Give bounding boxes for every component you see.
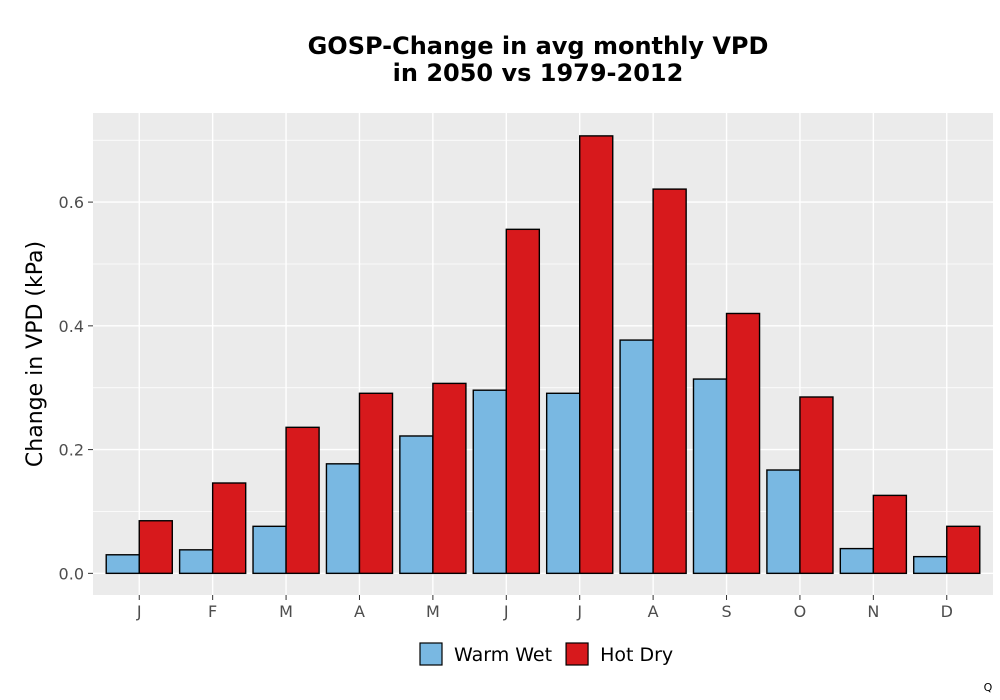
y-tick-label: 0.2 [59, 441, 84, 460]
bar-warm-wet [619, 339, 654, 575]
legend: Warm Wet Hot Dry [419, 642, 673, 666]
x-tick-label: M [426, 602, 440, 621]
corner-mark: Q [984, 681, 993, 694]
x-tick-label: N [867, 602, 879, 621]
bar-warm-wet [472, 389, 507, 575]
y-tick-label: 0.6 [59, 193, 84, 212]
y-tick-label: 0.0 [59, 564, 84, 583]
bar-hot-dry [872, 494, 908, 575]
bar-hot-dry [799, 396, 834, 575]
bar-hot-dry [432, 382, 467, 575]
x-tick-label: J [136, 602, 142, 621]
legend-swatch [419, 642, 443, 666]
x-tick-label: O [794, 602, 807, 621]
bar-warm-wet [913, 555, 948, 575]
legend-label: Hot Dry [600, 644, 673, 666]
bar-warm-wet [692, 378, 728, 575]
x-tick-label: S [721, 602, 731, 621]
bar-hot-dry [285, 426, 320, 575]
bar-hot-dry [946, 525, 981, 575]
y-tick-label: 0.4 [59, 317, 84, 336]
bar-warm-wet [325, 463, 361, 575]
x-tick-label: A [354, 602, 365, 621]
y-axis: 0.0 0.2 0.4 0.6 [59, 193, 93, 583]
bar-warm-wet [839, 547, 875, 575]
bar-warm-wet [105, 554, 140, 575]
x-tick-label: A [648, 602, 659, 621]
chart-title-line-1: GOSP-Change in avg monthly VPD [308, 32, 769, 60]
bar-hot-dry [358, 392, 394, 575]
bar-warm-wet [252, 525, 287, 575]
y-axis-title: Change in VPD (kPa) [23, 241, 48, 467]
bar-warm-wet [178, 549, 214, 575]
legend-label: Warm Wet [454, 644, 552, 666]
bar-hot-dry [725, 312, 761, 575]
x-tick-label: F [208, 602, 217, 621]
x-tick-label: D [941, 602, 953, 621]
bar-hot-dry [579, 135, 614, 575]
bar-warm-wet [545, 392, 581, 575]
bar-hot-dry [138, 520, 173, 575]
x-tick-label: J [503, 602, 509, 621]
bar-hot-dry [211, 482, 247, 575]
chart-title-line-2: in 2050 vs 1979-2012 [393, 59, 684, 87]
bar-hot-dry [505, 228, 541, 575]
bars [105, 135, 981, 575]
bar-warm-wet [766, 469, 801, 575]
legend-swatch [565, 642, 589, 666]
bar-hot-dry [652, 188, 687, 575]
x-tick-label: M [279, 602, 293, 621]
chart-title: GOSP-Change in avg monthly VPD in 2050 v… [308, 32, 769, 87]
bar-warm-wet [399, 435, 434, 575]
x-tick-label: J [576, 602, 582, 621]
